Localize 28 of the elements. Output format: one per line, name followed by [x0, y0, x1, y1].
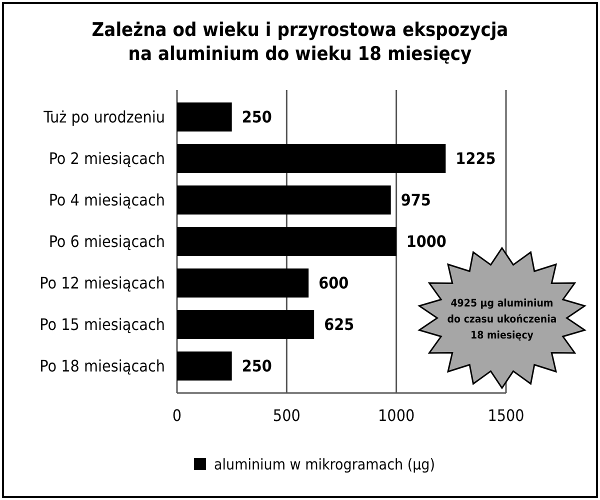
bar: [177, 144, 446, 174]
x-tick-label: 1500: [488, 406, 524, 425]
x-tick-label: 1000: [378, 406, 415, 425]
y-tick-label: Po 2 miesiącach: [48, 149, 165, 168]
bar: [177, 268, 309, 298]
y-tick-label: Tuż po urodzeniu: [42, 108, 165, 127]
data-label: 250: [242, 108, 272, 127]
data-label: 250: [242, 356, 272, 376]
bar: [177, 310, 314, 340]
data-label: 1000: [406, 232, 446, 252]
data-label: 600: [318, 274, 349, 293]
chart-title: Zależna od wieku i przyrostowa ekspozycja na aluminium do wieku 18 miesięcy: [92, 19, 508, 65]
y-tick-label: Po 15 miesiącach: [40, 315, 165, 334]
bar: [177, 185, 391, 215]
bar: [177, 226, 396, 256]
data-label: 625: [324, 315, 354, 334]
legend-label: aluminium w mikrogramach (µg): [214, 455, 436, 474]
x-tick-label: 500: [272, 406, 300, 425]
y-tick-label: Po 6 miesiącach: [48, 232, 165, 252]
annotation: 4925 µg aluminium do czasu ukończenia 18 miesięcy: [447, 298, 557, 342]
data-label: 975: [400, 190, 431, 210]
y-tick-label: Po 18 miesiącach: [40, 356, 165, 376]
y-tick-label: Po 12 miesiącach: [40, 274, 165, 293]
bar: [177, 351, 232, 381]
bar: [177, 102, 232, 132]
x-tick-label: 0: [172, 406, 182, 425]
y-tick-label: Po 4 miesiącach: [48, 190, 165, 210]
data-label: 1225: [456, 149, 496, 168]
